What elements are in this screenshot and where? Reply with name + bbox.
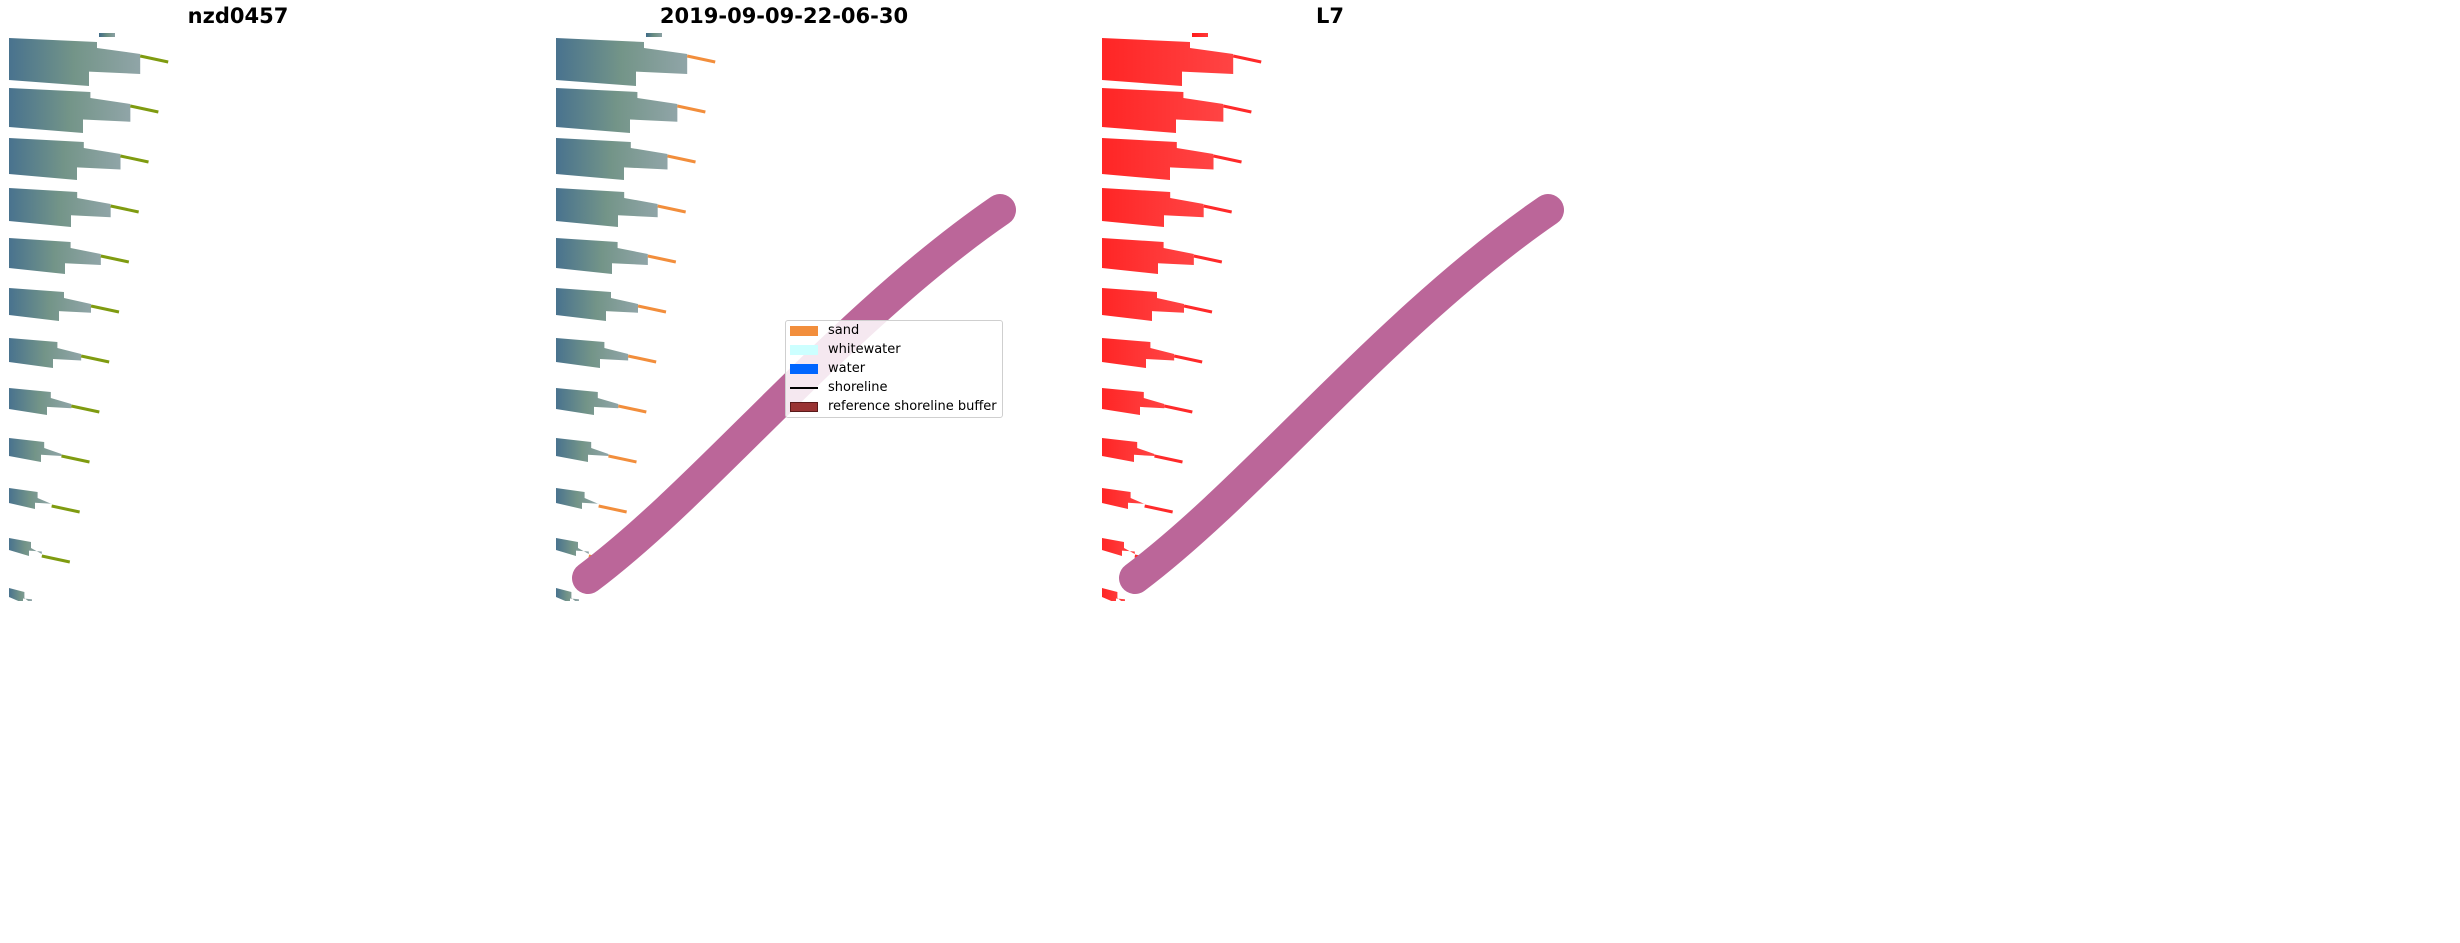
- classified-strip: [556, 138, 668, 180]
- rgb-fragment: [99, 33, 115, 37]
- classified-strip: [556, 438, 609, 462]
- rgb-sand-tip: [51, 504, 80, 514]
- ndwi-strip: [1102, 188, 1204, 227]
- reference-shoreline-buffer: [572, 194, 1016, 594]
- classified-sand-tip: [598, 504, 627, 514]
- imagery-canvas: [9, 33, 1564, 601]
- classified-sand-tip: [618, 404, 647, 414]
- classified-strip: [556, 488, 599, 510]
- rgb-strip: [9, 238, 101, 274]
- classified-strip: [556, 38, 688, 86]
- rgb-strip: [9, 388, 72, 415]
- classified-sand-tip: [647, 254, 677, 264]
- classified-sand-tip: [677, 104, 706, 114]
- ndwi-strip: [1102, 238, 1194, 274]
- classified-strip: [556, 288, 638, 321]
- ndwi-sand-tip: [1232, 54, 1262, 64]
- ndwi-fragment: [1192, 33, 1208, 37]
- legend-swatch-water: [790, 363, 818, 374]
- legend-label-sand: sand: [828, 323, 860, 338]
- reference-shoreline-buffer: [1119, 194, 1564, 594]
- rgb-strip: [9, 288, 91, 321]
- ndwi-strip: [1102, 538, 1135, 560]
- classified-strip: [556, 538, 589, 560]
- classified-fragment: [646, 33, 662, 37]
- panel-title-middle: 2019-09-09-22-06-30: [659, 4, 909, 28]
- rgb-sand-tip: [90, 304, 120, 314]
- rgb-sand-tip: [41, 554, 71, 564]
- ndwi-sand-tip: [1164, 404, 1193, 414]
- legend-swatch-sand: [790, 325, 818, 336]
- classified-strip: [556, 388, 619, 415]
- ndwi-sand-tip: [1213, 154, 1242, 164]
- rgb-image-panel: [9, 33, 169, 601]
- rgb-sand-tip: [120, 154, 149, 164]
- ndwi-strip: [1102, 288, 1184, 321]
- panel-title-left: nzd0457: [187, 4, 289, 28]
- ndwi-image-panel: [1102, 33, 1564, 601]
- ndwi-strip: [1102, 138, 1214, 180]
- rgb-sand-tip: [61, 454, 90, 464]
- classified-sand-tip: [637, 304, 667, 314]
- rgb-strip: [9, 488, 52, 510]
- ndwi-strip: [1102, 588, 1125, 601]
- classified-sand-tip: [657, 204, 686, 214]
- rgb-strip: [9, 88, 131, 133]
- rgb-strip: [9, 138, 121, 180]
- legend-swatch-shoreline: [790, 386, 818, 389]
- classified-strip: [556, 588, 579, 601]
- classified-strip: [556, 238, 648, 274]
- legend: sand whitewater water shoreline referenc…: [785, 320, 1003, 418]
- ndwi-strip: [1102, 438, 1155, 462]
- ndwi-strip: [1102, 338, 1175, 368]
- classified-strip: [556, 88, 678, 133]
- legend-swatch-buffer: [790, 401, 818, 412]
- legend-item-sand: sand: [790, 321, 859, 340]
- legend-item-water: water: [790, 359, 865, 378]
- legend-label-water: water: [828, 361, 866, 376]
- ndwi-strip: [1102, 388, 1165, 415]
- ndwi-sand-tip: [1144, 504, 1173, 514]
- classified-sand-tip: [627, 354, 657, 364]
- rgb-strip: [9, 38, 141, 86]
- ndwi-sand-tip: [1183, 304, 1213, 314]
- ndwi-strip: [1102, 38, 1234, 86]
- legend-label-shoreline: shoreline: [828, 380, 888, 395]
- rgb-sand-tip: [110, 204, 139, 214]
- rgb-sand-tip: [100, 254, 130, 264]
- legend-item-shoreline: shoreline: [790, 378, 887, 397]
- legend-swatch-whitewater: [790, 344, 818, 355]
- rgb-strip: [9, 538, 42, 560]
- legend-item-whitewater: whitewater: [790, 340, 901, 359]
- rgb-strip: [9, 438, 62, 462]
- rgb-sand-tip: [80, 354, 110, 364]
- ndwi-sand-tip: [1223, 104, 1252, 114]
- classified-strip: [556, 188, 658, 227]
- rgb-sand-tip: [71, 404, 100, 414]
- classified-strip: [556, 338, 629, 368]
- classified-sand-tip: [686, 54, 716, 64]
- ndwi-sand-tip: [1154, 454, 1183, 464]
- classified-image-panel: [556, 33, 1016, 601]
- rgb-strip: [9, 338, 82, 368]
- rgb-strip: [9, 588, 32, 601]
- panel-title-right: L7: [1316, 4, 1344, 28]
- ndwi-strip: [1102, 88, 1224, 133]
- rgb-sand-tip: [139, 54, 169, 64]
- legend-label-whitewater: whitewater: [828, 342, 901, 357]
- legend-label-buffer: reference shoreline buffer: [828, 399, 997, 414]
- rgb-sand-tip: [130, 104, 159, 114]
- ndwi-strip: [1102, 488, 1145, 510]
- ndwi-sand-tip: [1193, 254, 1223, 264]
- legend-item-buffer: reference shoreline buffer: [790, 397, 997, 416]
- classified-sand-tip: [667, 154, 696, 164]
- ndwi-sand-tip: [1173, 354, 1203, 364]
- rgb-strip: [9, 188, 111, 227]
- classified-sand-tip: [608, 454, 637, 464]
- ndwi-sand-tip: [1203, 204, 1232, 214]
